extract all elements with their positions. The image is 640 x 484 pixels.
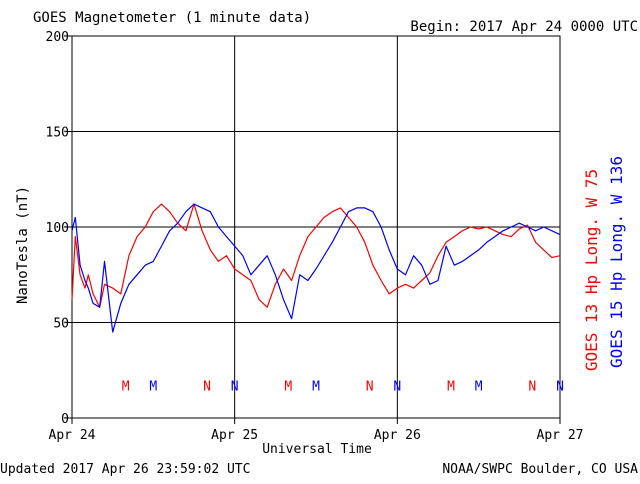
- series-line-0: [71, 203, 561, 308]
- event-marker-n: N: [203, 380, 211, 395]
- event-marker-m: M: [447, 380, 455, 395]
- footer-updated: Updated 2017 Apr 26 23:59:02 UTC: [0, 462, 250, 477]
- event-marker-m: M: [284, 380, 292, 395]
- x-axis-label: Universal Time: [262, 442, 372, 457]
- event-marker-n: N: [528, 380, 536, 395]
- y-tick-label: 100: [46, 221, 69, 236]
- footer-source: NOAA/SWPC Boulder, CO USA: [442, 462, 638, 477]
- y-tick-label: 0: [61, 412, 69, 427]
- y-tick-label: 50: [53, 317, 69, 332]
- y-axis-ticks: 0 50 100 150 200: [46, 30, 72, 427]
- x-axis-ticks: Apr 24 Apr 25 Apr 26 Apr 27: [49, 418, 584, 443]
- y-axis-label: NanoTesla (nT): [15, 186, 31, 304]
- event-marker-m: M: [122, 380, 130, 395]
- series-lines: [71, 203, 561, 333]
- event-marker-m: M: [312, 380, 320, 395]
- chart-title: GOES Magnetometer (1 minute data): [33, 10, 311, 26]
- event-marker-n: N: [556, 380, 564, 395]
- event-marker-n: N: [393, 380, 401, 395]
- begin-label: Begin: 2017 Apr 24 0000 UTC: [410, 19, 638, 35]
- x-tick-label: Apr 27: [537, 428, 584, 443]
- legend-series-goes15: GOES 15 Hp Long. W 136: [607, 156, 626, 368]
- y-tick-label: 200: [46, 30, 69, 45]
- legend-series-goes13: GOES 13 Hp Long. W 75: [582, 169, 601, 371]
- x-tick-label: Apr 26: [374, 428, 421, 443]
- event-marker-m: M: [149, 380, 157, 395]
- event-marker-m: M: [475, 380, 483, 395]
- y-tick-label: 150: [46, 126, 69, 141]
- series-line-1: [71, 203, 561, 333]
- x-tick-label: Apr 24: [49, 428, 96, 443]
- x-tick-label: Apr 25: [211, 428, 258, 443]
- grid-lines: [72, 36, 560, 418]
- event-marker-n: N: [366, 380, 374, 395]
- event-marker-n: N: [231, 380, 239, 395]
